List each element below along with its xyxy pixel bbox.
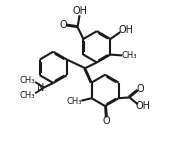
Text: OH: OH [118,25,133,35]
Text: O: O [60,20,67,30]
Text: CH₃: CH₃ [20,76,35,85]
Text: N: N [37,83,44,93]
Text: OH: OH [136,101,151,111]
Text: OH: OH [73,6,88,16]
Text: CH₃: CH₃ [67,96,82,106]
Text: CH₃: CH₃ [20,90,35,99]
Text: O: O [137,84,145,94]
Text: CH₃: CH₃ [121,51,137,60]
Text: O: O [103,116,110,126]
